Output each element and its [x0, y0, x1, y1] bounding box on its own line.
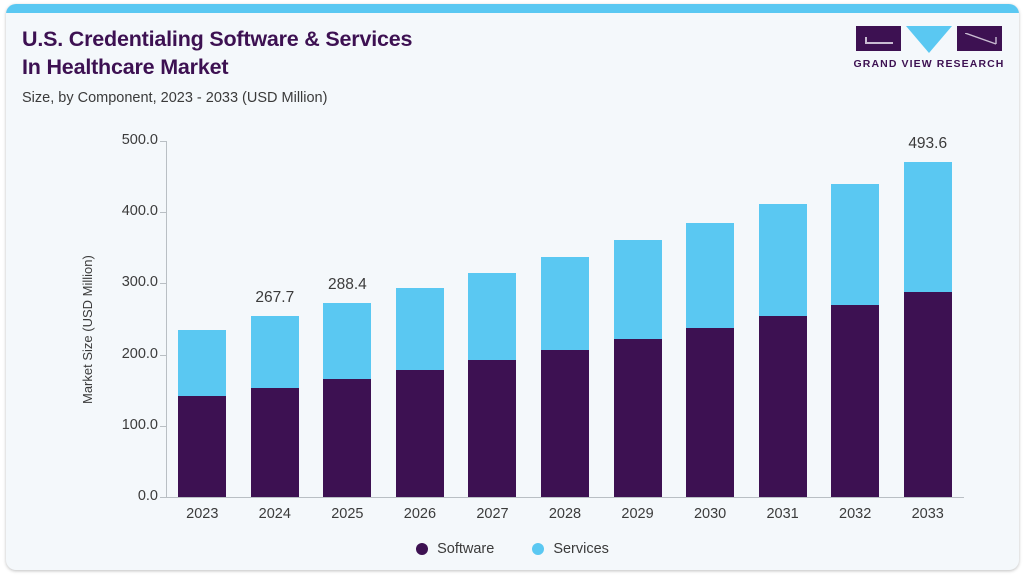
bar-segment-services[interactable] — [468, 273, 517, 361]
x-axis-tick-label: 2033 — [911, 506, 944, 522]
chart-title-line-2: In Healthcare Market — [22, 54, 229, 79]
logo-left-horizontal-mark — [865, 42, 893, 44]
bar-segment-software[interactable] — [903, 292, 952, 497]
bar-value-label: 267.7 — [255, 289, 295, 307]
page-title: U.S. Credentialing Software & Services I… — [22, 26, 642, 81]
logo-left-vertical-mark — [865, 37, 867, 44]
y-axis-tick-label: 200.0 — [121, 345, 158, 362]
bar-segment-services[interactable] — [395, 288, 444, 370]
bar-segment-software[interactable] — [613, 339, 662, 497]
bar-group[interactable] — [250, 316, 299, 497]
chart-title-line-1: U.S. Credentialing Software & Services — [22, 27, 413, 51]
bar-segment-services[interactable] — [323, 302, 372, 380]
bar-segment-services[interactable] — [250, 316, 299, 388]
bar-segment-software[interactable] — [250, 387, 299, 497]
y-axis-tick-mark — [160, 283, 166, 285]
bar-group[interactable] — [758, 203, 807, 497]
bar-segment-services[interactable] — [541, 256, 589, 350]
x-axis-tick-label: 2027 — [476, 506, 509, 522]
legend-label: Services — [553, 541, 609, 557]
logo-box-right-icon — [957, 26, 1002, 51]
x-axis-tick-label: 2030 — [693, 506, 727, 522]
legend-item-services[interactable]: Services — [532, 541, 609, 557]
bar-group[interactable] — [831, 183, 880, 497]
bar-segment-software[interactable] — [541, 349, 589, 497]
bar-value-label: 288.4 — [327, 275, 367, 293]
bar-segment-software[interactable] — [323, 379, 372, 497]
logo-triangle-icon — [906, 26, 952, 53]
y-axis-line — [166, 141, 167, 497]
x-axis-tick-label: 2026 — [403, 506, 437, 522]
bar-segment-software[interactable] — [178, 395, 227, 497]
logo-marks — [853, 26, 1005, 53]
x-axis-tick-label: 2029 — [621, 506, 654, 522]
bar-group[interactable] — [541, 256, 589, 497]
bar-segment-services[interactable] — [613, 240, 662, 340]
y-axis-tick-label: 400.0 — [121, 203, 158, 220]
bar-segment-services[interactable] — [758, 203, 807, 317]
y-axis-tick-label: 0.0 — [137, 488, 158, 504]
bar-segment-software[interactable] — [831, 304, 880, 497]
y-axis-tick-label: 300.0 — [121, 274, 158, 291]
x-axis-tick-label: 2024 — [258, 506, 291, 522]
y-axis-tick-mark — [160, 354, 166, 356]
bar-group[interactable] — [178, 330, 227, 497]
bar-group[interactable] — [613, 240, 662, 497]
bar-group[interactable] — [323, 302, 372, 497]
bar-group[interactable] — [395, 288, 444, 497]
bar-segment-services[interactable] — [178, 330, 227, 396]
y-axis-tick-mark — [160, 141, 166, 142]
bar-group[interactable] — [468, 273, 517, 497]
bar-segment-services[interactable] — [903, 161, 952, 293]
logo-text: GRAND VIEW RESEARCH — [853, 58, 1005, 70]
chart-legend: Software Services — [6, 541, 1019, 557]
y-axis-title: Market Size (USD Million) — [80, 255, 95, 404]
logo-box-left-icon — [856, 26, 901, 51]
bar-segment-software[interactable] — [395, 369, 444, 497]
legend-swatch-icon — [532, 543, 545, 555]
bar-segment-services[interactable] — [831, 183, 880, 305]
logo-right-diagonal-mark — [965, 33, 997, 45]
brand-logo: GRAND VIEW RESEARCH — [853, 26, 1005, 70]
x-axis-tick-label: 2032 — [839, 506, 872, 522]
bar-segment-software[interactable] — [468, 360, 517, 497]
legend-item-software[interactable]: Software — [416, 541, 494, 557]
x-axis-tick-label: 2028 — [548, 506, 582, 522]
x-axis-tick-label: 2031 — [766, 506, 799, 522]
legend-swatch-icon — [416, 543, 429, 555]
x-axis-line — [166, 497, 964, 498]
bar-value-label: 493.6 — [908, 134, 948, 152]
bar-segment-software[interactable] — [686, 327, 735, 497]
bar-group[interactable] — [903, 161, 952, 497]
x-axis-tick-label: 2023 — [186, 506, 219, 522]
y-axis-tick-label: 500.0 — [121, 132, 158, 148]
bar-group[interactable] — [686, 222, 735, 497]
x-axis-tick-label: 2025 — [331, 506, 364, 522]
y-axis-tick-mark — [160, 425, 166, 427]
title-block: U.S. Credentialing Software & Services I… — [22, 26, 642, 107]
y-axis-tick-mark — [160, 212, 166, 214]
y-axis-tick-label: 100.0 — [121, 416, 158, 433]
top-accent-bar — [6, 4, 1019, 13]
chart-subtitle: Size, by Component, 2023 - 2033 (USD Mil… — [22, 90, 328, 107]
chart-card: U.S. Credentialing Software & Services I… — [6, 4, 1019, 570]
legend-label: Software — [437, 541, 495, 557]
y-axis-tick-mark — [160, 497, 166, 498]
bar-segment-software[interactable] — [758, 316, 807, 497]
bar-segment-services[interactable] — [686, 222, 735, 328]
chart-plot-area: Market Size (USD Million) 0.0 100.0 200.0 30… — [6, 4, 1019, 570]
